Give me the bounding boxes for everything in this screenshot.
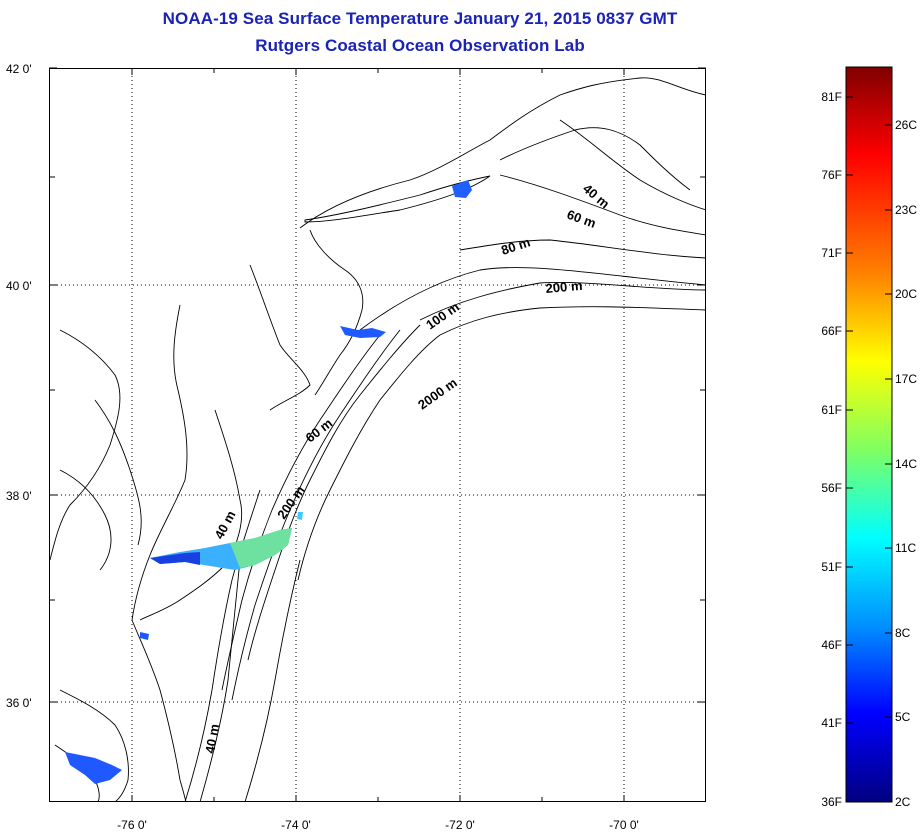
depth-label: 2000 m [415,375,460,413]
depth-label: 200 m [274,483,307,522]
colorbar-label-f: 46F [821,638,842,652]
contour-80m [459,239,706,259]
contour-40m-south [184,489,261,802]
map-subtitle: Rutgers Coastal Ocean Observation Lab [255,36,585,55]
depth-labels: 40 m 60 m 80 m 200 m 100 m 2000 m 60 m 4… [202,181,612,755]
colorbar-label-c: 20C [895,287,918,301]
lat-label-40: 40 0' [6,279,32,293]
coastline-outer-banks [59,689,129,802]
coastline-chesapeake [131,304,188,621]
lon-label-72: -72 0' [445,818,475,832]
contour-60m-south [221,334,381,691]
sst-patch-chesapeake-cold [150,552,200,565]
depth-label: 60 m [565,207,598,231]
colorbar-label-f: 56F [821,481,842,495]
colorbar-label-c: 17C [895,372,918,386]
lat-label-42: 42 0' [6,62,32,76]
contour-60m-north [499,174,706,236]
lat-label-38: 38 0' [6,489,32,503]
colorbar-label-f: 81F [821,90,842,104]
colorbar-label-f: 71F [821,246,842,260]
lon-label-76: -76 0' [117,818,147,832]
depth-label: 200 m [545,278,583,296]
contour-100m-south [231,329,401,701]
sst-patch-chesapeake-warm [230,528,292,568]
coastline-connecticut [499,127,691,191]
sst-patch-north-carolina [65,752,122,784]
contour-40m-north [559,119,706,211]
contour-2000m [297,306,706,581]
lon-label-74: -74 0' [281,818,311,832]
map-title: NOAA-19 Sea Surface Temperature January … [162,9,678,28]
contour-200m-north [419,282,706,321]
coastline-delaware-bay [249,264,311,411]
coastline-new-england [299,77,706,229]
colorbar-label-f: 41F [821,716,842,730]
coastline-western-shore [49,329,121,561]
contour-100m [359,267,706,331]
map-frame [49,68,706,802]
sst-patch-long-island-sound [452,180,472,198]
colorbar-label-f: 51F [821,560,842,574]
colorbar-ticks [846,96,892,724]
colorbar-label-c: 2C [895,795,911,809]
depth-label: 40 m [202,723,222,755]
colorbar-label-c: 11C [895,541,917,555]
colorbar [845,66,893,803]
colorbar-label-f: 76F [821,168,842,182]
colorbar-label-c: 26C [895,118,918,132]
colorbar-label-f: 61F [821,403,842,417]
depth-label: 40 m [211,508,238,541]
depth-label: 80 m [499,234,532,257]
lat-label-36: 36 0' [6,696,32,710]
contour-200m-south [247,324,421,661]
sst-patch-new-jersey [340,326,386,338]
colorbar-label-c: 23C [895,203,918,217]
lon-label-70: -70 0' [609,818,639,832]
map-ticks [49,67,706,802]
sst-patches [65,180,472,784]
colorbar-label-f: 36F [821,795,842,809]
coastline-long-island [304,175,491,223]
depth-label: 40 m [580,181,612,212]
colorbar-label-c: 14C [895,457,918,471]
map-grid [49,68,706,802]
coastline-new-jersey [309,229,364,396]
coastline-virginia [131,619,187,802]
colorbar-label-c: 8C [895,626,911,640]
sst-patch-delmarva [140,632,149,640]
colorbar-label-c: 5C [895,710,911,724]
sst-patch-offshore [297,512,303,520]
colorbar-label-f: 66F [821,324,842,338]
